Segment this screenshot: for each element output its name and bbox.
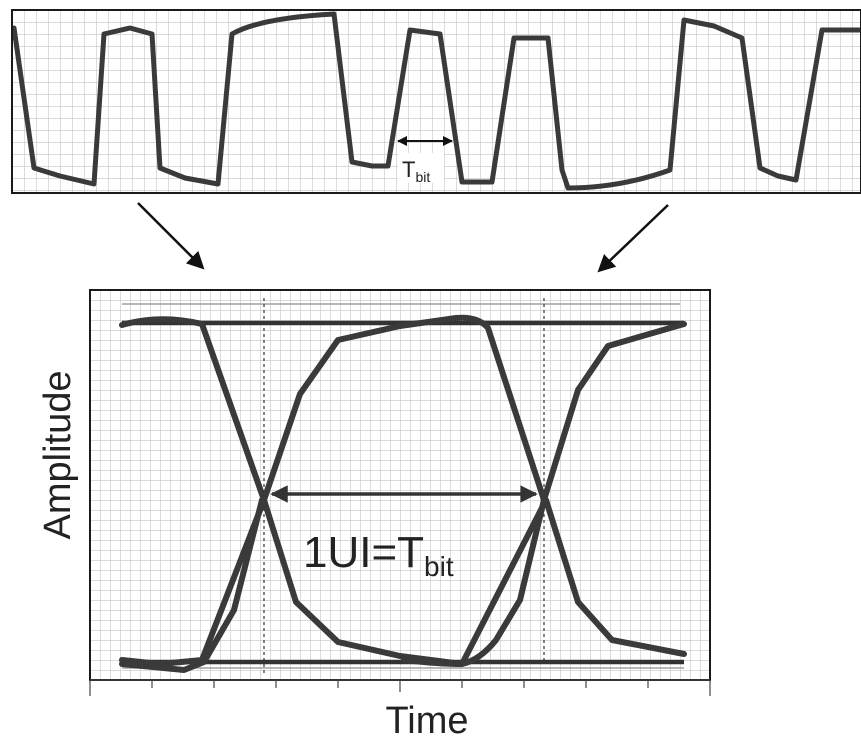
- eye-grid: [90, 290, 710, 680]
- waveform-panel: Tbit: [11, 9, 861, 194]
- waveform-trace: [11, 11, 861, 191]
- tbit-label-sub: bit: [415, 169, 430, 185]
- tbit-label: Tbit: [402, 157, 430, 185]
- ui-label-sub: bit: [424, 551, 454, 582]
- eye-trace-high-falling: [119, 316, 687, 667]
- waveform-frame: [11, 9, 861, 194]
- eye-trace-high-falling-top: [401, 497, 547, 667]
- left-connector-arrow: [137, 202, 205, 270]
- eye-trace-low-rising: [119, 314, 687, 667]
- y-axis-label: Amplitude: [37, 371, 79, 540]
- ui-label-main: 1UI=T: [303, 528, 424, 577]
- eye-panel: 1UI=Tbit Amplitude Time: [37, 289, 711, 741]
- right-connector-arrow: [597, 204, 669, 273]
- x-axis-label: Time: [385, 700, 468, 741]
- time-axis: [89, 679, 711, 696]
- tbit-annotation: Tbit: [397, 136, 453, 185]
- eye-trace-low-rising-bottom: [119, 497, 265, 673]
- ui-label: 1UI=Tbit: [303, 528, 454, 582]
- tbit-label-main: T: [402, 157, 415, 182]
